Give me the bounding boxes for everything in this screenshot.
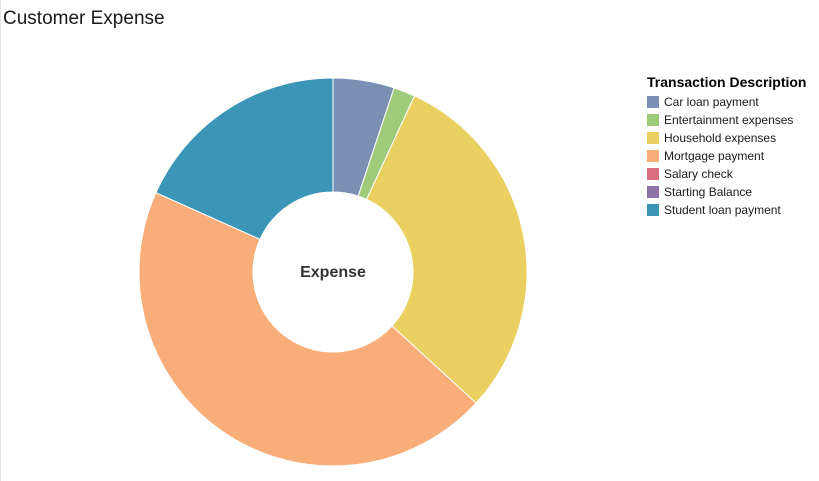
legend-label: Household expenses <box>664 131 777 145</box>
legend-swatch <box>647 96 659 108</box>
legend-swatch <box>647 132 659 144</box>
legend-label: Car loan payment <box>664 95 759 109</box>
donut-slices <box>138 77 528 467</box>
legend-item-household-expenses[interactable]: Household expenses <box>647 129 819 147</box>
page-title: Customer Expense <box>3 8 165 29</box>
legend-label: Entertainment expenses <box>664 113 794 127</box>
legend-item-mortgage-payment[interactable]: Mortgage payment <box>647 147 819 165</box>
legend-label: Student loan payment <box>664 203 781 217</box>
legend-swatch <box>647 204 659 216</box>
legend-item-student-loan-payment[interactable]: Student loan payment <box>647 201 819 219</box>
slice-household-expenses[interactable] <box>365 95 528 404</box>
slice-student-loan-payment[interactable] <box>155 77 334 240</box>
legend-item-car-loan-payment[interactable]: Car loan payment <box>647 93 819 111</box>
legend-item-entertainment-expenses[interactable]: Entertainment expenses <box>647 111 819 129</box>
legend-label: Mortgage payment <box>664 149 765 163</box>
left-border <box>0 0 1 481</box>
legend-swatch <box>647 114 659 126</box>
legend-items: Car loan payment Entertainment expenses Ho… <box>647 93 819 219</box>
legend-label: Salary check <box>664 167 733 181</box>
legend-swatch <box>647 168 659 180</box>
chart-legend: Transaction Description Car loan payment… <box>647 73 819 219</box>
slice-mortgage-payment[interactable] <box>138 192 477 467</box>
legend-item-starting-balance[interactable]: Starting Balance <box>647 183 819 201</box>
legend-label: Starting Balance <box>664 185 753 199</box>
legend-title: Transaction Description <box>647 74 807 90</box>
legend-swatch <box>647 186 659 198</box>
legend-swatch <box>647 150 659 162</box>
legend-item-salary-check[interactable]: Salary check <box>647 165 819 183</box>
donut-center-label: Expense <box>300 264 366 281</box>
